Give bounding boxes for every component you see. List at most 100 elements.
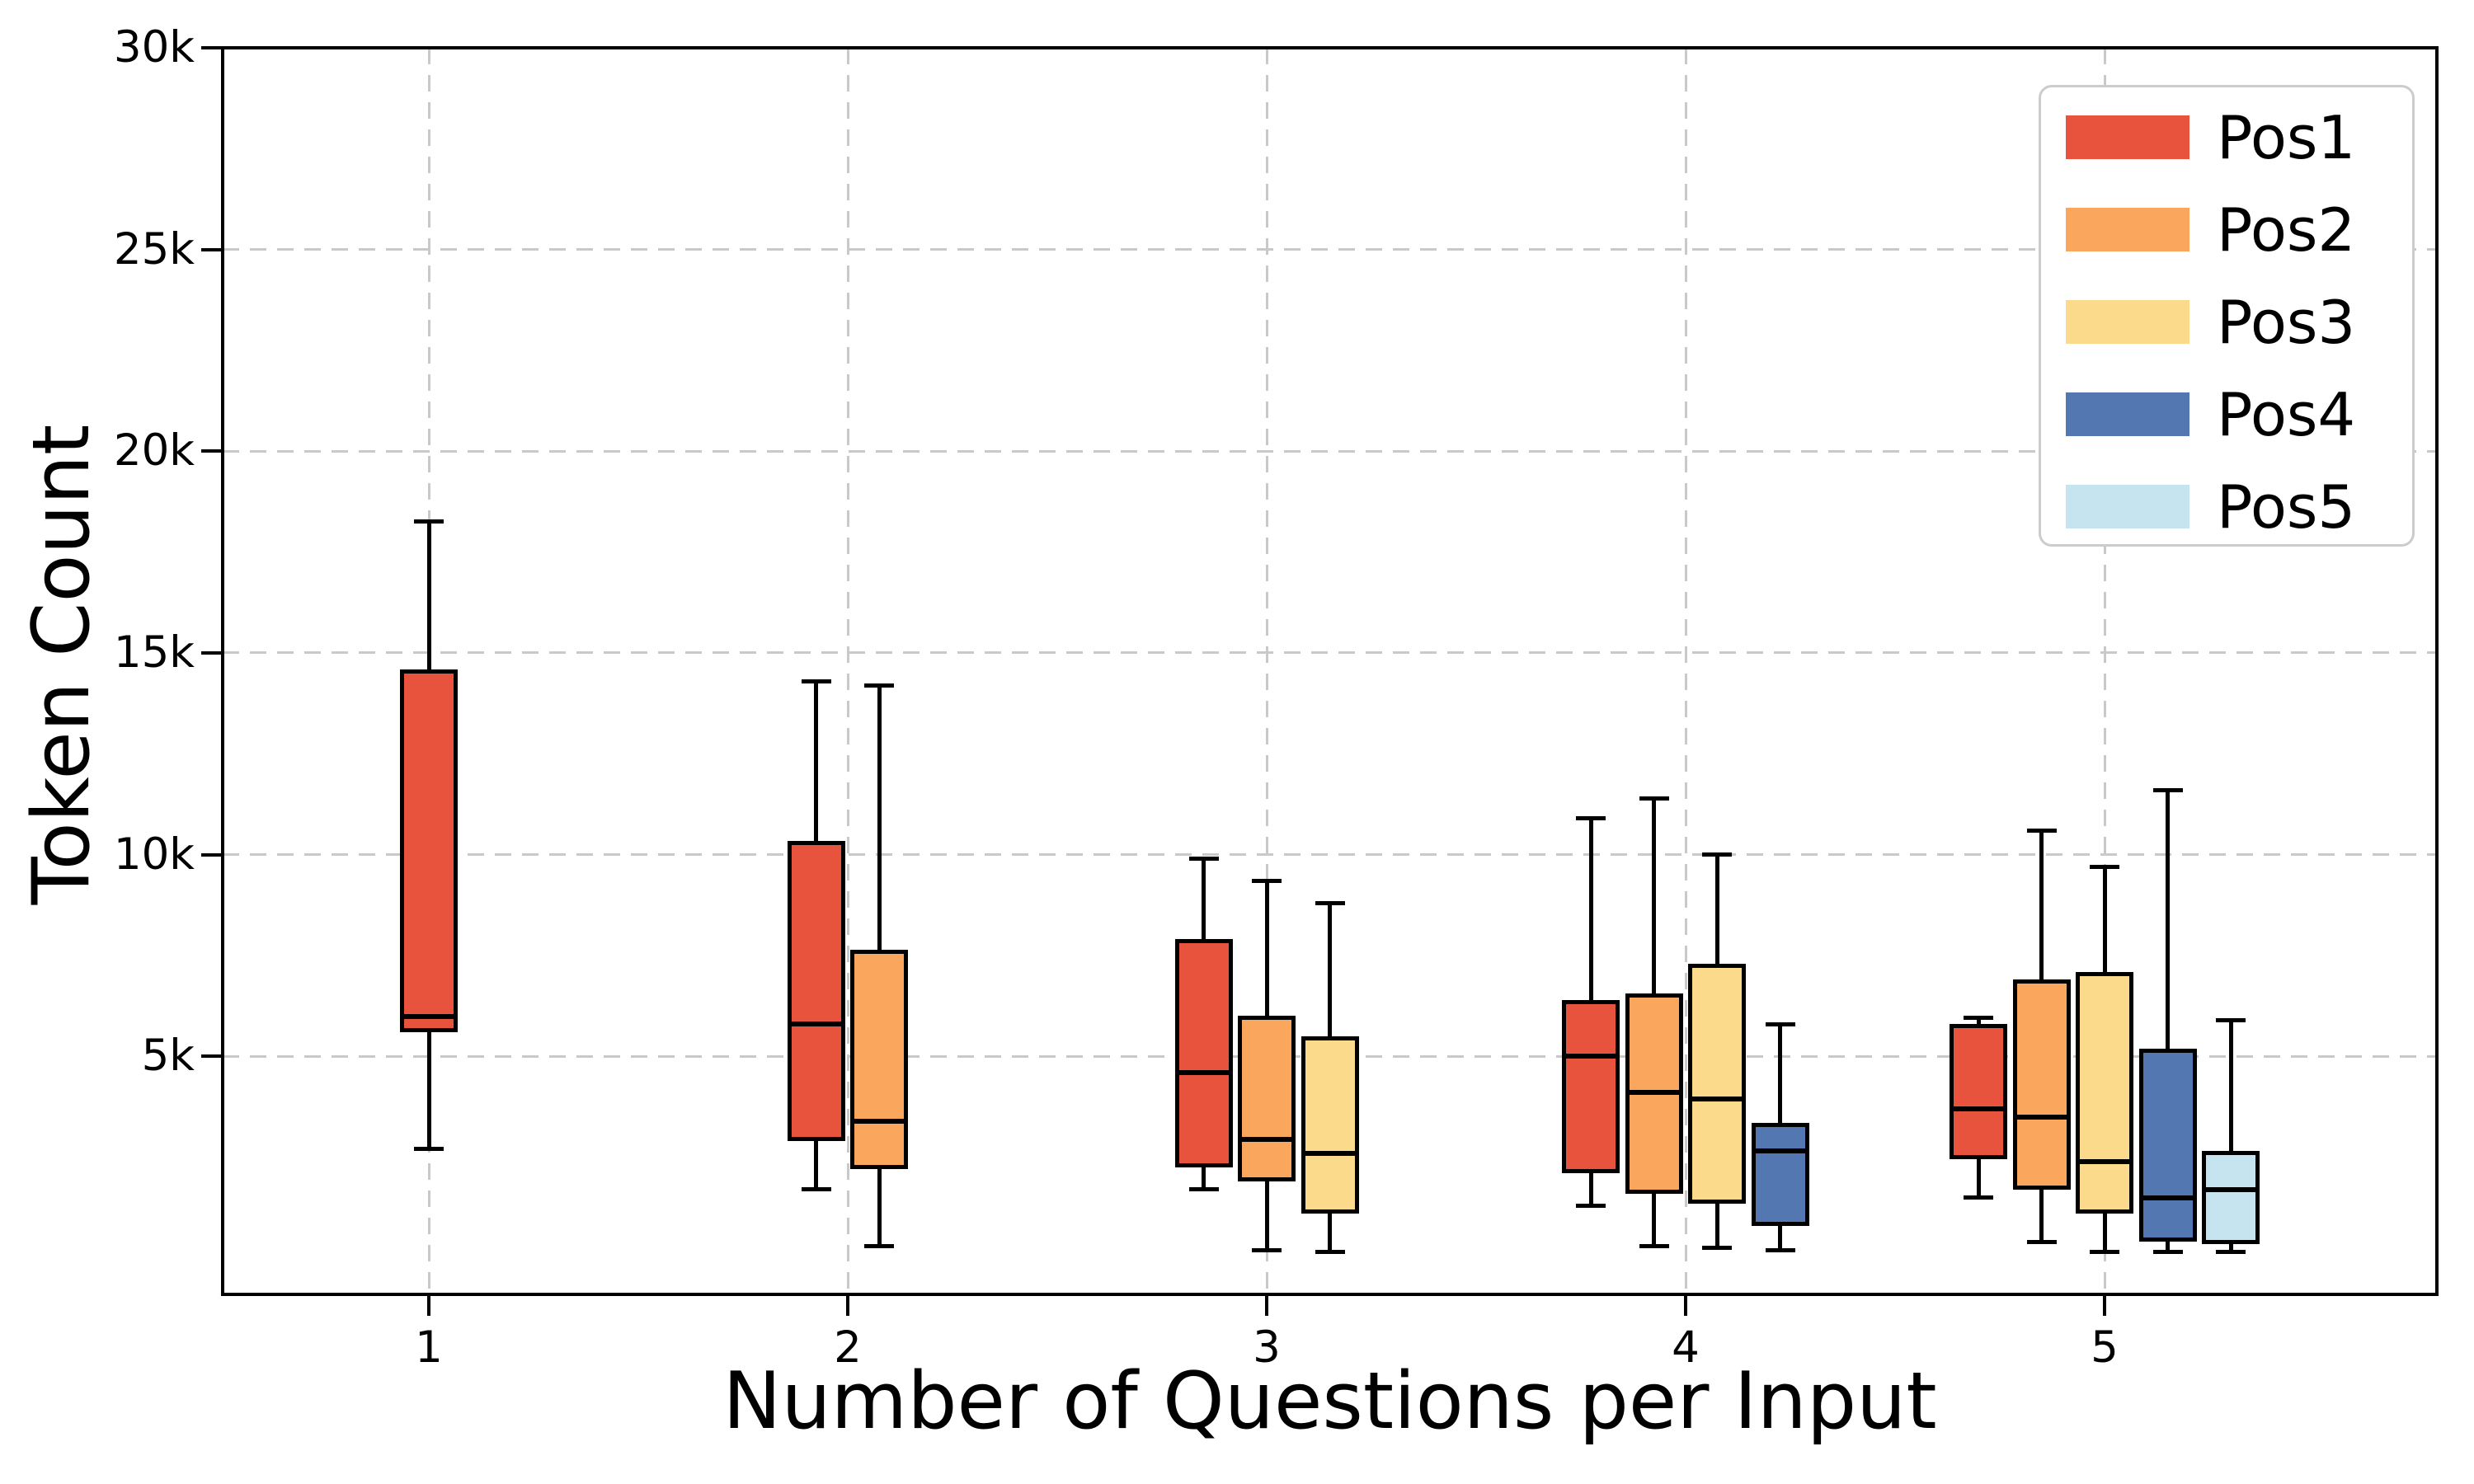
- gridline-vertical-3: [1265, 48, 1268, 1294]
- box-pos5-group5: [2202, 1151, 2260, 1244]
- gridline-vertical-5: [2103, 48, 2106, 1294]
- legend-swatch-pos2: [2066, 208, 2189, 251]
- median-pos2-group3: [1238, 1136, 1296, 1142]
- whisker-cap-low-pos4-group5: [2152, 1250, 2183, 1255]
- whisker-cap-high-pos2-group2: [864, 683, 895, 688]
- median-pos1-group4: [1562, 1054, 1620, 1059]
- x-axis-label: Number of Questions per Input: [722, 1356, 1937, 1447]
- whisker-cap-low-pos5-group5: [2216, 1250, 2246, 1255]
- whisker-cap-high-pos1-group3: [1188, 857, 1219, 862]
- whisker-cap-high-pos3-group4: [1702, 852, 1733, 857]
- y-tick-label-10k: 10k: [113, 829, 195, 880]
- gridline-horizontal-25k: [223, 248, 2437, 251]
- box-pos4-group5: [2138, 1048, 2197, 1242]
- whisker-cap-high-pos2-group5: [2026, 828, 2057, 833]
- y-tick-label-5k: 5k: [141, 1031, 195, 1082]
- whisker-cap-low-pos1-group5: [1964, 1195, 1993, 1200]
- box-pos2-group5: [2012, 979, 2071, 1190]
- whisker-cap-high-pos1-group2: [801, 679, 831, 683]
- median-pos3-group5: [2076, 1158, 2133, 1164]
- median-pos4-group4: [1751, 1148, 1809, 1154]
- x-tick-4: [1684, 1294, 1687, 1316]
- whisker-cap-high-pos3-group5: [2090, 864, 2119, 869]
- x-tick-label-4: 4: [1672, 1322, 1700, 1373]
- whisker-cap-high-pos5-group5: [2216, 1017, 2246, 1022]
- y-tick-20k: [201, 449, 223, 453]
- x-tick-1: [427, 1294, 430, 1316]
- whisker-cap-low-pos3-group5: [2090, 1250, 2119, 1255]
- whisker-cap-high-pos4-group5: [2152, 787, 2183, 792]
- whisker-cap-low-pos1-group2: [801, 1187, 831, 1192]
- whisker-cap-low-pos2-group3: [1252, 1247, 1282, 1252]
- y-tick-label-30k: 30k: [113, 22, 195, 73]
- box-pos2-group3: [1238, 1016, 1296, 1181]
- median-pos1-group3: [1174, 1069, 1233, 1075]
- legend-label-pos5: Pos5: [2217, 472, 2356, 542]
- left-spine: [221, 46, 224, 1296]
- legend-label-pos1: Pos1: [2217, 102, 2356, 172]
- right-spine: [2435, 46, 2439, 1296]
- x-tick-label-5: 5: [2091, 1322, 2119, 1373]
- whisker-cap-high-pos1-group1: [414, 519, 444, 524]
- whisker-pos5-group5: [2228, 1020, 2233, 1252]
- whisker-cap-high-pos1-group5: [1964, 1016, 1993, 1021]
- whisker-cap-high-pos3-group3: [1315, 900, 1345, 905]
- x-tick-3: [1265, 1294, 1268, 1316]
- x-tick-label-3: 3: [1253, 1322, 1281, 1373]
- whisker-cap-high-pos2-group3: [1252, 878, 1282, 883]
- whisker-cap-low-pos1-group3: [1188, 1187, 1219, 1192]
- median-pos2-group4: [1625, 1090, 1683, 1096]
- box-pos1-group2: [787, 840, 845, 1142]
- y-tick-30k: [201, 46, 223, 49]
- median-pos1-group5: [1950, 1106, 2007, 1111]
- box-pos3-group3: [1300, 1036, 1359, 1214]
- legend-swatch-pos4: [2066, 392, 2189, 436]
- x-tick-5: [2103, 1294, 2106, 1316]
- legend-swatch-pos1: [2066, 115, 2189, 159]
- gridline-vertical-4: [1684, 48, 1687, 1294]
- legend: Pos1 Pos2 Pos3 Pos4 Pos5: [2039, 85, 2415, 547]
- legend-label-pos2: Pos2: [2217, 195, 2356, 265]
- whisker-cap-low-pos2-group2: [864, 1243, 895, 1248]
- y-tick-25k: [201, 247, 223, 251]
- whisker-cap-low-pos3-group4: [1702, 1246, 1733, 1251]
- whisker-pos4-group5: [2166, 790, 2170, 1252]
- median-pos1-group2: [787, 1021, 845, 1027]
- x-tick-2: [846, 1294, 849, 1316]
- box-pos4-group4: [1751, 1123, 1809, 1226]
- top-spine: [221, 46, 2439, 49]
- y-tick-label-20k: 20k: [113, 425, 195, 477]
- whisker-cap-low-pos4-group4: [1765, 1247, 1795, 1252]
- whisker-cap-low-pos3-group3: [1315, 1250, 1345, 1255]
- whisker-cap-low-pos1-group4: [1576, 1203, 1606, 1208]
- median-pos2-group5: [2012, 1114, 2071, 1120]
- box-pos1-group3: [1174, 939, 1233, 1167]
- whisker-cap-high-pos1-group4: [1576, 816, 1606, 821]
- gridline-horizontal-20k: [223, 449, 2437, 453]
- box-pos3-group5: [2076, 971, 2133, 1214]
- box-pos2-group2: [850, 949, 909, 1170]
- whisker-cap-high-pos2-group4: [1639, 796, 1669, 801]
- box-pos3-group4: [1688, 963, 1747, 1204]
- bottom-spine: [221, 1293, 2439, 1296]
- whisker-cap-low-pos2-group5: [2026, 1239, 2057, 1244]
- legend-label-pos4: Pos4: [2217, 379, 2356, 449]
- box-pos1-group5: [1950, 1024, 2007, 1160]
- median-pos2-group2: [850, 1118, 909, 1124]
- gridline-vertical-2: [846, 48, 849, 1294]
- y-tick-label-15k: 15k: [113, 627, 195, 678]
- whisker-cap-low-pos1-group1: [414, 1147, 444, 1152]
- legend-swatch-pos5: [2066, 485, 2189, 528]
- legend-swatch-pos3: [2066, 300, 2189, 344]
- median-pos4-group5: [2138, 1195, 2197, 1200]
- legend-label-pos3: Pos3: [2217, 287, 2356, 357]
- x-tick-label-1: 1: [415, 1322, 443, 1373]
- median-pos3-group3: [1300, 1150, 1359, 1156]
- whisker-cap-high-pos4-group4: [1765, 1021, 1795, 1026]
- y-tick-label-25k: 25k: [113, 223, 195, 275]
- median-pos1-group1: [400, 1014, 458, 1020]
- gridline-horizontal-10k: [223, 853, 2437, 857]
- whisker-cap-low-pos2-group4: [1639, 1243, 1669, 1248]
- y-tick-15k: [201, 650, 223, 655]
